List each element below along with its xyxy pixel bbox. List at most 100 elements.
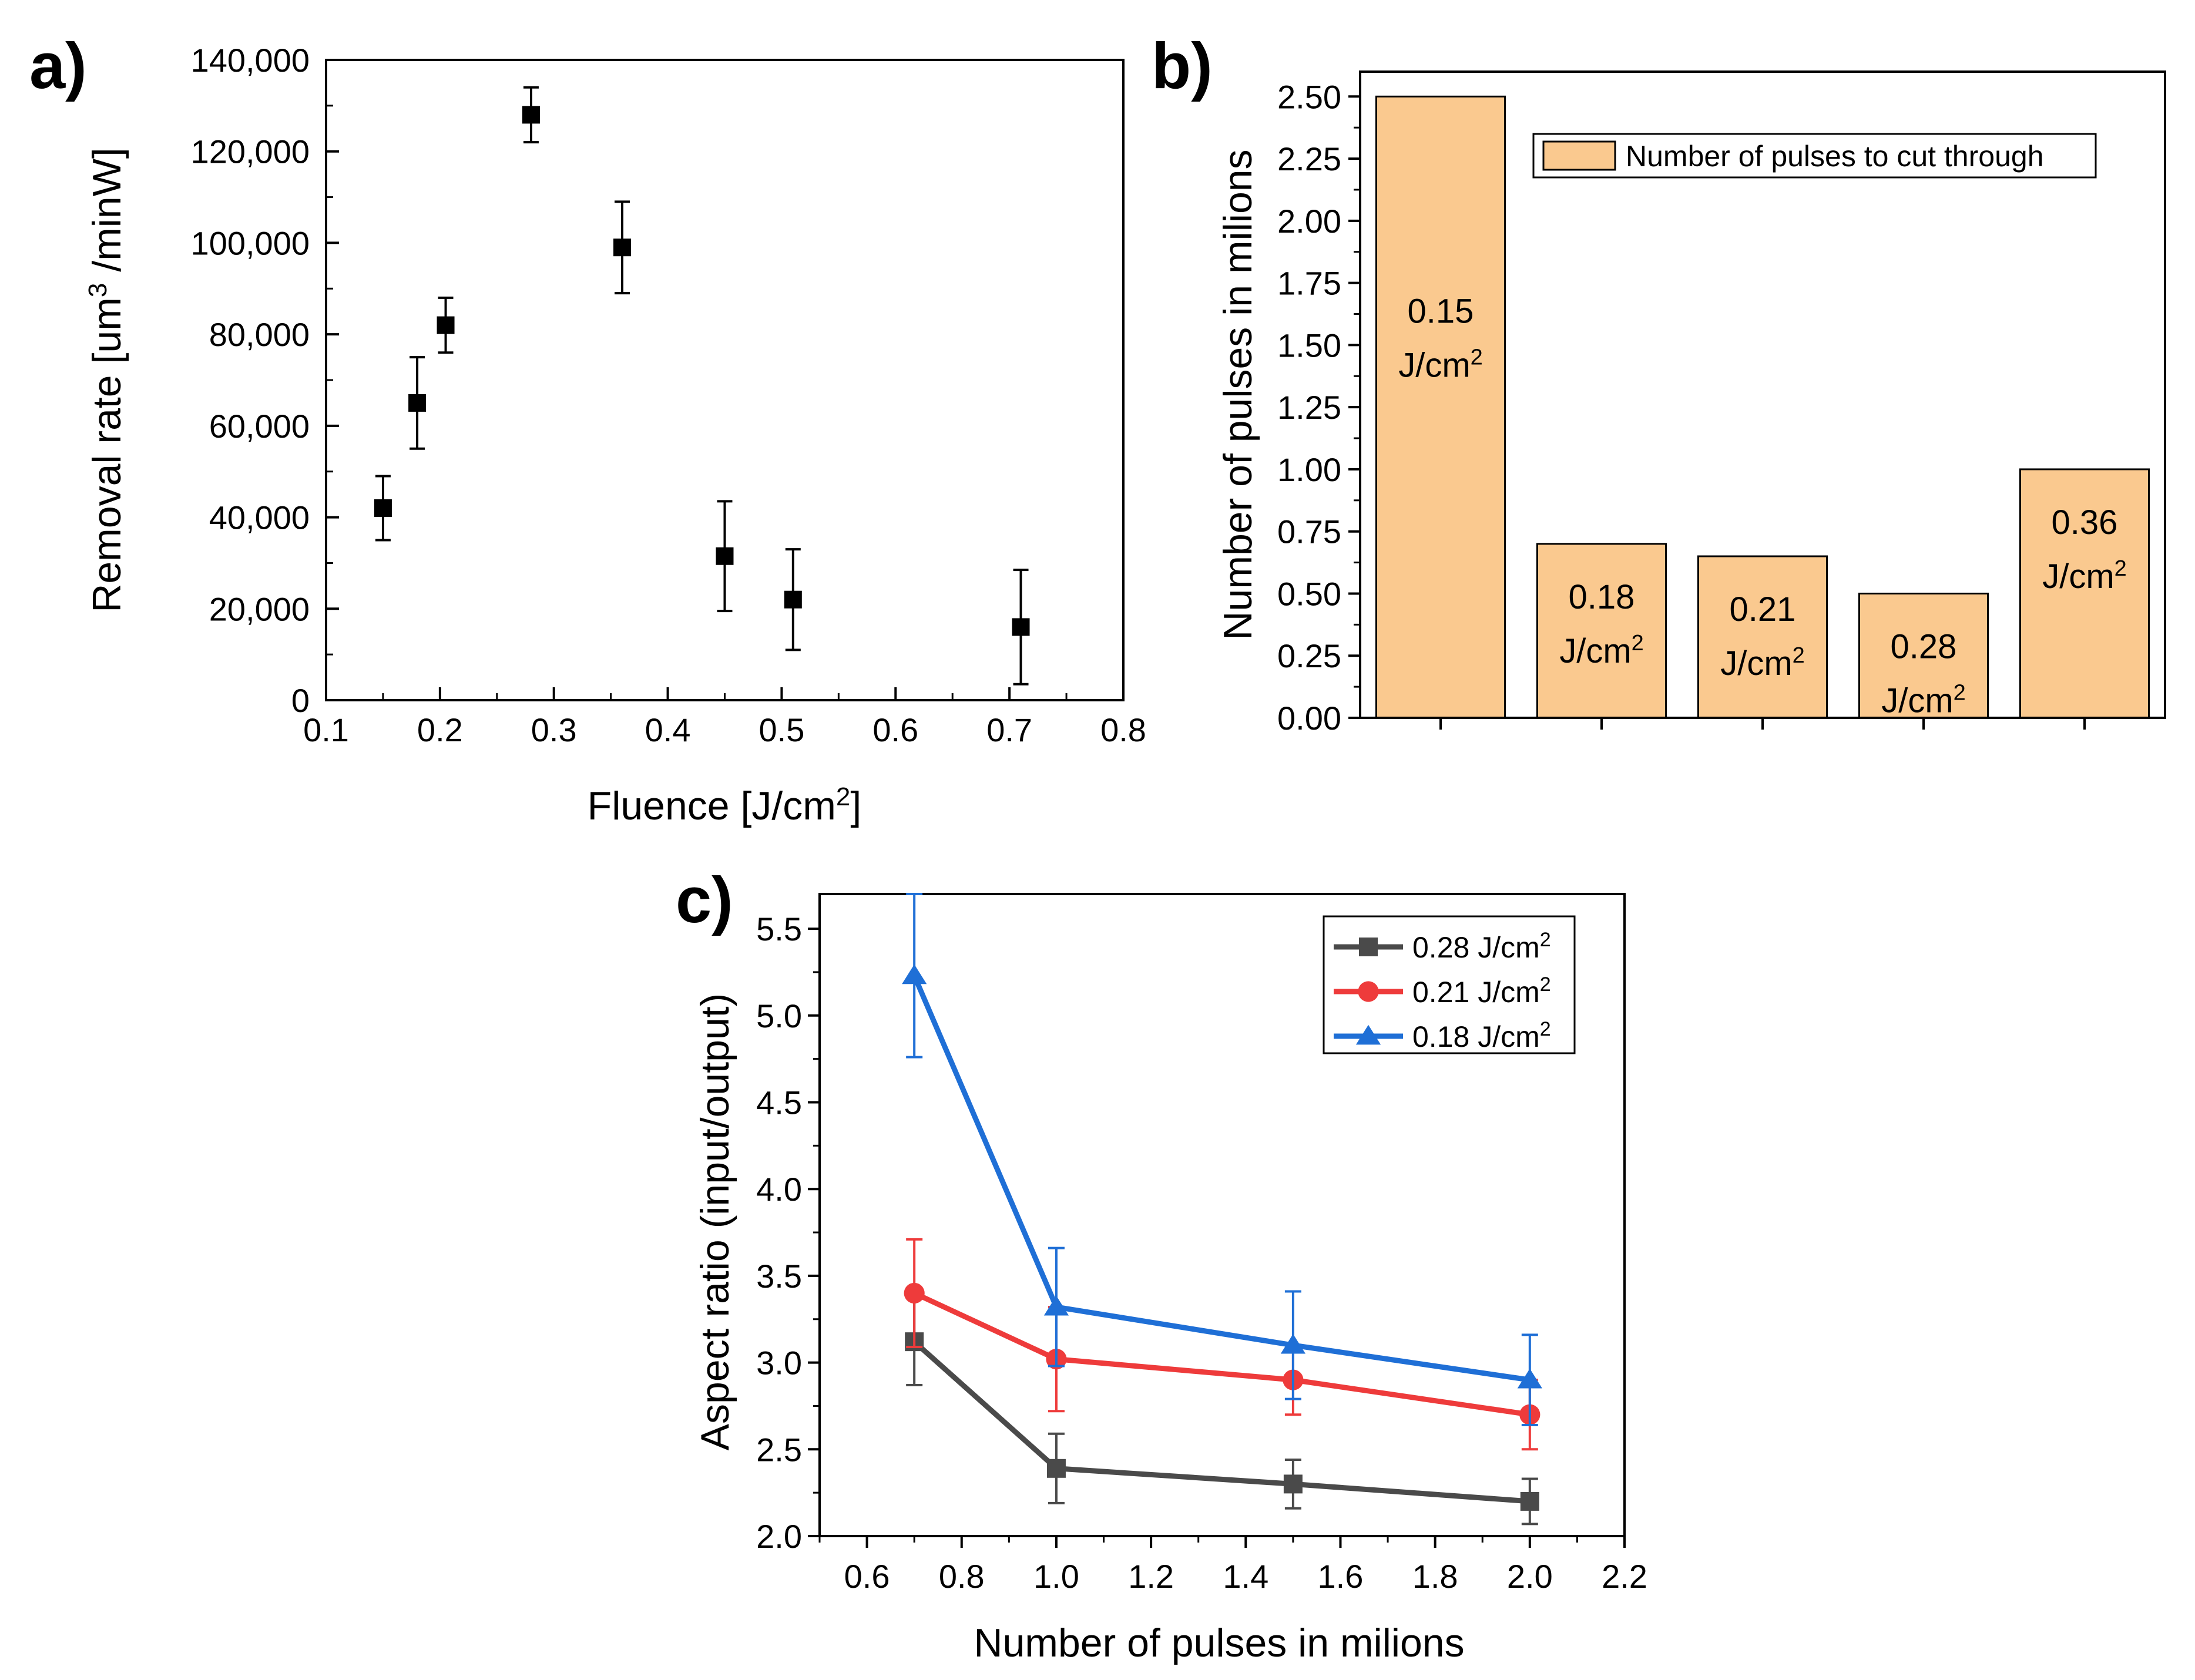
panel-a-y-axis-title: Removal rate [um3 /minW]	[83, 147, 130, 613]
panel-a-point	[613, 238, 632, 257]
panel-b-y-tick-label: 2.00	[1277, 203, 1341, 240]
panel-a-removal-rate-chart: a) 0.1 0.2 0.3 0.4 0.5 0.6 0.7 0.8 0 20,000 40,00…	[29, 30, 1146, 828]
panel-c-point	[1280, 1333, 1306, 1354]
panel-a-y-tick-label: 20,000	[209, 590, 310, 627]
panel-b-plot-frame	[1359, 70, 2166, 719]
panel-b-legend: Number of pulses to cut through	[1532, 133, 2097, 179]
panel-b-y-tick-label: 1.25	[1277, 389, 1341, 426]
panel-a-point	[374, 499, 392, 517]
panel-b-bar-value-label: 0.28	[1891, 627, 1957, 666]
panel-c-x-tick-labels: 0.6 0.8 1.0 1.2 1.4 1.6 1.8 2.0 2.2	[844, 1558, 1647, 1595]
panel-c-y-tick-label: 3.5	[756, 1258, 802, 1295]
panel-b-y-tick-label: 2.25	[1277, 140, 1341, 177]
panel-c-x-tick-label: 1.2	[1128, 1558, 1174, 1595]
panel-c-point	[1046, 1459, 1066, 1478]
panel-a-y-tick-label: 60,000	[209, 408, 310, 445]
panel-c-y-tick-label: 4.0	[756, 1171, 802, 1208]
panel-c-point	[1283, 1474, 1303, 1494]
panel-c-series-line	[913, 1291, 1531, 1417]
panel-c-x-tick-label: 2.0	[1507, 1558, 1553, 1595]
panel-c-series-line	[912, 1339, 1531, 1504]
panel-b-bar	[1536, 543, 1667, 719]
panel-a-x-tick-label: 0.5	[758, 711, 804, 748]
panel-b-bar	[2019, 468, 2150, 719]
panel-c-x-tick-label: 1.6	[1318, 1558, 1364, 1595]
panel-c-point	[1043, 1295, 1069, 1316]
panel-a-point	[522, 106, 540, 124]
panel-a-x-tick-label: 0.4	[645, 711, 691, 748]
panel-b-y-tick-label: 2.50	[1277, 78, 1341, 115]
panel-b-y-tick-label: 0.50	[1277, 575, 1341, 612]
panel-a-x-tick-label: 0.8	[1100, 711, 1146, 748]
panel-a-y-tick-label: 140,000	[191, 42, 310, 79]
panel-a-letter: a)	[29, 30, 87, 102]
panel-b-legend-swatch	[1542, 140, 1616, 171]
panel-b-y-tick-label: 1.75	[1277, 265, 1341, 302]
panel-a-point	[437, 316, 455, 334]
panel-c-legend: 0.28 J/cm2 0.21 J/cm2 0.18 J/cm2	[1323, 915, 1576, 1054]
panel-a-x-tick-label: 0.1	[303, 711, 349, 748]
panel-a-y-tick-label: 0	[291, 682, 310, 719]
panel-c-legend-label: 0.21 J/cm2	[1412, 973, 1551, 1009]
panel-a-y-tick-label: 120,000	[191, 133, 310, 170]
panel-a-y-tick-label: 100,000	[191, 224, 310, 261]
panel-c-x-tick-label: 0.8	[939, 1558, 985, 1595]
panel-c-x-tick-label: 1.4	[1223, 1558, 1268, 1595]
panel-b-bar-value-label: 0.36	[2052, 503, 2118, 542]
panel-a-x-tick-label: 0.7	[986, 711, 1032, 748]
panel-c-legend-label: 0.28 J/cm2	[1412, 929, 1551, 964]
panel-b-legend-box	[1532, 133, 2097, 179]
panel-c-legend-marker	[1359, 938, 1378, 956]
panel-c-y-tick-labels: 2.0 2.5 3.0 3.5 4.0 4.5 5.0 5.5	[756, 910, 802, 1555]
panel-b-legend-text: Number of pulses to cut through	[1626, 140, 2044, 173]
panel-b-y-axis-title: Number of pulses in milions	[1216, 149, 1260, 640]
panel-a-plot-frame	[325, 59, 1125, 701]
panel-c-series-line	[912, 975, 1531, 1383]
panel-a-x-tick-label: 0.3	[531, 711, 577, 748]
panel-b-bar	[1697, 555, 1828, 719]
panel-b-bar-unit-label: J/cm2	[2042, 556, 2127, 596]
panel-a-x-axis-title: Fluence [J/cm2]	[588, 782, 862, 829]
panel-a-point	[408, 394, 427, 412]
panel-b-bar	[1858, 592, 1989, 719]
panel-a-y-tick-labels: 0 20,000 40,000 60,000 80,000 100,000 120,000 1…	[191, 42, 310, 719]
panel-b-bar-value-label: 0.18	[1569, 578, 1635, 616]
panel-a-x-tick-label: 0.6	[872, 711, 918, 748]
panel-b-bar-unit-label: J/cm2	[1398, 345, 1483, 384]
panel-c-point	[1520, 1491, 1539, 1511]
panel-b-y-tick-label: 1.50	[1277, 327, 1341, 364]
panel-c-legend-marker	[1355, 1024, 1381, 1045]
panel-c-y-axis-title: Aspect ratio (input/output)	[693, 993, 737, 1451]
panel-a-y-tick-label: 40,000	[209, 499, 310, 536]
panel-b-bar	[1375, 95, 1506, 719]
panel-b-y-tick-label: 1.00	[1277, 451, 1341, 488]
panel-c-legend-marker	[1358, 981, 1379, 1002]
panel-c-point	[902, 964, 927, 985]
panel-c-letter: c)	[676, 864, 733, 936]
panel-b-bar-unit-label: J/cm2	[1559, 631, 1644, 670]
panel-a-y-tick-label: 80,000	[209, 316, 310, 353]
panel-c-y-tick-label: 3.0	[756, 1345, 802, 1382]
panel-c-y-tick-label: 5.5	[756, 910, 802, 947]
panel-b-y-tick-label: 0.25	[1277, 637, 1341, 674]
panel-c-x-tick-label: 1.0	[1033, 1558, 1079, 1595]
panel-b-y-tick-label: 0.00	[1277, 700, 1341, 737]
panel-c-series	[902, 893, 1542, 1526]
panel-a-point	[1012, 618, 1030, 636]
panel-c-y-tick-label: 2.0	[756, 1518, 802, 1555]
panel-c-series-2	[902, 893, 1542, 1426]
panel-a-point	[716, 547, 734, 565]
panel-c-y-tick-label: 5.0	[756, 997, 802, 1034]
panel-c-x-axis-title: Number of pulses in milions	[974, 1621, 1464, 1665]
panel-b-letter: b)	[1152, 30, 1213, 102]
panel-b-bar-unit-label: J/cm2	[1720, 643, 1805, 683]
panel-b-bars: 0.15 J/cm2 0.18 J/cm2 0.21 J/cm2 0.28 J/cm2 0.36…	[1375, 95, 2150, 720]
panel-a-x-tick-labels: 0.1 0.2 0.3 0.4 0.5 0.6 0.7 0.8	[303, 711, 1146, 748]
panel-c-aspect-ratio-chart: c) 0.6 0.8 1.0 1.2 1.4 1.6 1.8 2.0 2.2 2.0 2.5 3.0…	[676, 864, 1647, 1665]
panel-c-x-tick-label: 1.8	[1412, 1558, 1458, 1595]
panel-c-plot-frame	[818, 893, 1626, 1537]
panel-b-y-tick-labels: 0.00 0.25 0.50 0.75 1.00 1.25 1.50 1.75 2.00 2.25…	[1277, 78, 1341, 737]
panel-c-legend-label: 0.18 J/cm2	[1412, 1018, 1551, 1053]
